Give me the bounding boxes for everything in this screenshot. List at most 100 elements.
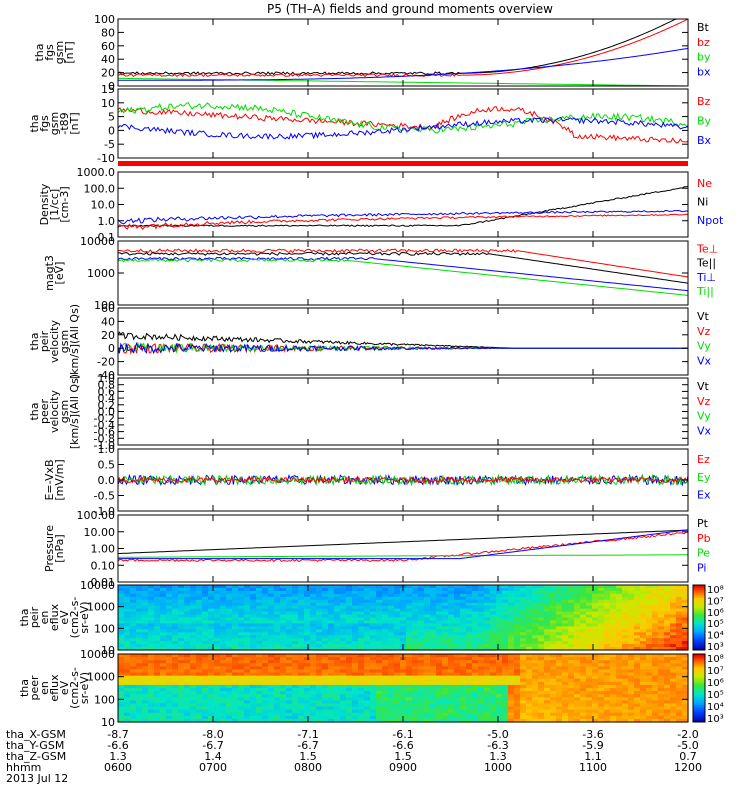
- ytick-label: -1.0: [94, 439, 115, 452]
- ytick-label: 0.1: [98, 231, 116, 244]
- ylabel-line: [mV/m]: [53, 459, 66, 500]
- xaxis-value: 1000: [484, 761, 512, 774]
- ytick-label: 60: [101, 40, 115, 53]
- xaxis-value: -5.0: [677, 739, 698, 752]
- legend-entry: Vy: [697, 410, 711, 423]
- ylabel-line: gsm: [58, 330, 71, 353]
- ylabel-line: peer: [28, 675, 41, 701]
- xaxis-value: -6.7: [297, 739, 318, 752]
- ytick-label: -0.2: [94, 412, 115, 425]
- ylabel-line: [nT]: [63, 41, 76, 63]
- ytick-label: 100: [94, 693, 115, 706]
- legend-entry: Pb: [697, 532, 711, 545]
- ytick-label: 1000: [87, 267, 115, 280]
- legend-entry: Ey: [697, 471, 711, 484]
- xaxis-value: 1.5: [394, 750, 412, 763]
- ylabel-line: velocity: [48, 320, 61, 363]
- panel-frame-7: [117, 514, 689, 583]
- series-npot: [117, 209, 689, 225]
- ytick-label: 0: [108, 80, 115, 93]
- xaxis-value: 1.1: [584, 750, 602, 763]
- series-ni: [117, 185, 689, 227]
- colorbar-tick: 10⁴: [707, 631, 724, 642]
- xaxis-value: 1.3: [109, 750, 127, 763]
- legend-entry: by: [697, 51, 711, 64]
- panel-frame-2: [117, 171, 689, 238]
- legend-entry: Te||: [696, 257, 716, 270]
- ylabel-line: peir: [38, 330, 51, 352]
- ytick-label: 20: [101, 329, 115, 342]
- colorbar-tick: 10³: [707, 642, 724, 653]
- series-by-t89: [117, 102, 689, 134]
- series-vx: [117, 341, 688, 355]
- colorbar: [693, 585, 705, 651]
- separator-bar: [118, 161, 688, 166]
- ytick-label: 10.00: [84, 526, 116, 539]
- electron-spectrogram: [118, 654, 689, 723]
- series-bz-t89: [117, 106, 689, 144]
- ylabel-line: eflux: [48, 603, 61, 631]
- colorbar-tick: 10⁵: [707, 690, 724, 701]
- ytick-label: 5: [108, 111, 115, 124]
- xaxis-value: 0800: [294, 761, 322, 774]
- legend-entry: Pe: [697, 547, 710, 560]
- legend-entry: Ne: [697, 177, 712, 190]
- xaxis-value: -6.7: [202, 739, 223, 752]
- ytick-label: 100: [94, 13, 115, 26]
- ylabel-line: eflux: [48, 674, 61, 702]
- legend-entry: Ex: [697, 489, 711, 502]
- colorbar-tick: 10⁸: [707, 585, 724, 596]
- ylabel-line: [km/s](All Qs): [68, 374, 81, 449]
- ylabel-group: Pressure[nPa]: [43, 525, 66, 572]
- ytick-label: -0.5: [94, 490, 115, 503]
- xaxis-value: 0600: [104, 761, 132, 774]
- xaxis-value: 1.4: [204, 750, 222, 763]
- ytick-label: 40: [101, 315, 115, 328]
- colorbar-tick: 10⁶: [707, 608, 724, 619]
- series-bz: [117, 18, 689, 78]
- ytick-label: 10000: [80, 648, 115, 661]
- legend-entry: Ti||: [696, 285, 714, 298]
- ytick-label: 100.0: [84, 182, 116, 195]
- xaxis-value: -2.0: [677, 728, 698, 741]
- ylabel-line: [nT]: [68, 112, 81, 134]
- ytick-label: 60: [101, 302, 115, 315]
- legend-entry: Vt: [697, 310, 710, 323]
- ylabel-group: magt3[eV]: [43, 255, 66, 291]
- xaxis-row-label: tha_Y-GSM: [6, 739, 64, 752]
- legend-entry: Pi: [697, 562, 706, 575]
- ytick-label: -0.4: [94, 419, 115, 432]
- legend-entry: bx: [697, 66, 711, 79]
- ylabel-line: magt3: [43, 255, 56, 291]
- plot-title: P5 (TH–A) fields and ground moments over…: [267, 2, 553, 16]
- ylabel-line: [cm-3]: [58, 186, 71, 222]
- xaxis-value: -5.9: [582, 739, 603, 752]
- ytick-label: 0: [108, 342, 115, 355]
- ytick-label: 15: [101, 83, 115, 96]
- ytick-label: 100: [94, 299, 115, 312]
- ylabel-line: tha: [18, 608, 31, 626]
- colorbar-tick: 10³: [707, 714, 724, 725]
- series-ne: [117, 213, 689, 231]
- ytick-label: 1.0: [98, 443, 116, 456]
- legend-entry: Ni: [697, 195, 708, 208]
- series-te-par: [117, 251, 689, 284]
- ylabel-group: E=-VxB[mV/m]: [43, 459, 66, 500]
- ion-spectrogram: [118, 585, 689, 651]
- ylabel-line: en: [38, 681, 51, 695]
- ytick-label: 80: [101, 26, 115, 39]
- ylabel-line: tha: [18, 679, 31, 697]
- colorbar-tick: 10⁸: [707, 654, 724, 665]
- ylabel-line: fgs: [43, 44, 56, 61]
- ytick-label: -0.8: [94, 432, 115, 445]
- colorbar-tick: 10⁷: [707, 666, 724, 677]
- ylabel-line: gsm: [53, 41, 66, 64]
- ytick-label: -5: [104, 138, 115, 151]
- ytick-label: 100: [94, 622, 115, 635]
- series-ti-perp: [117, 256, 689, 292]
- series-pe: [117, 554, 688, 558]
